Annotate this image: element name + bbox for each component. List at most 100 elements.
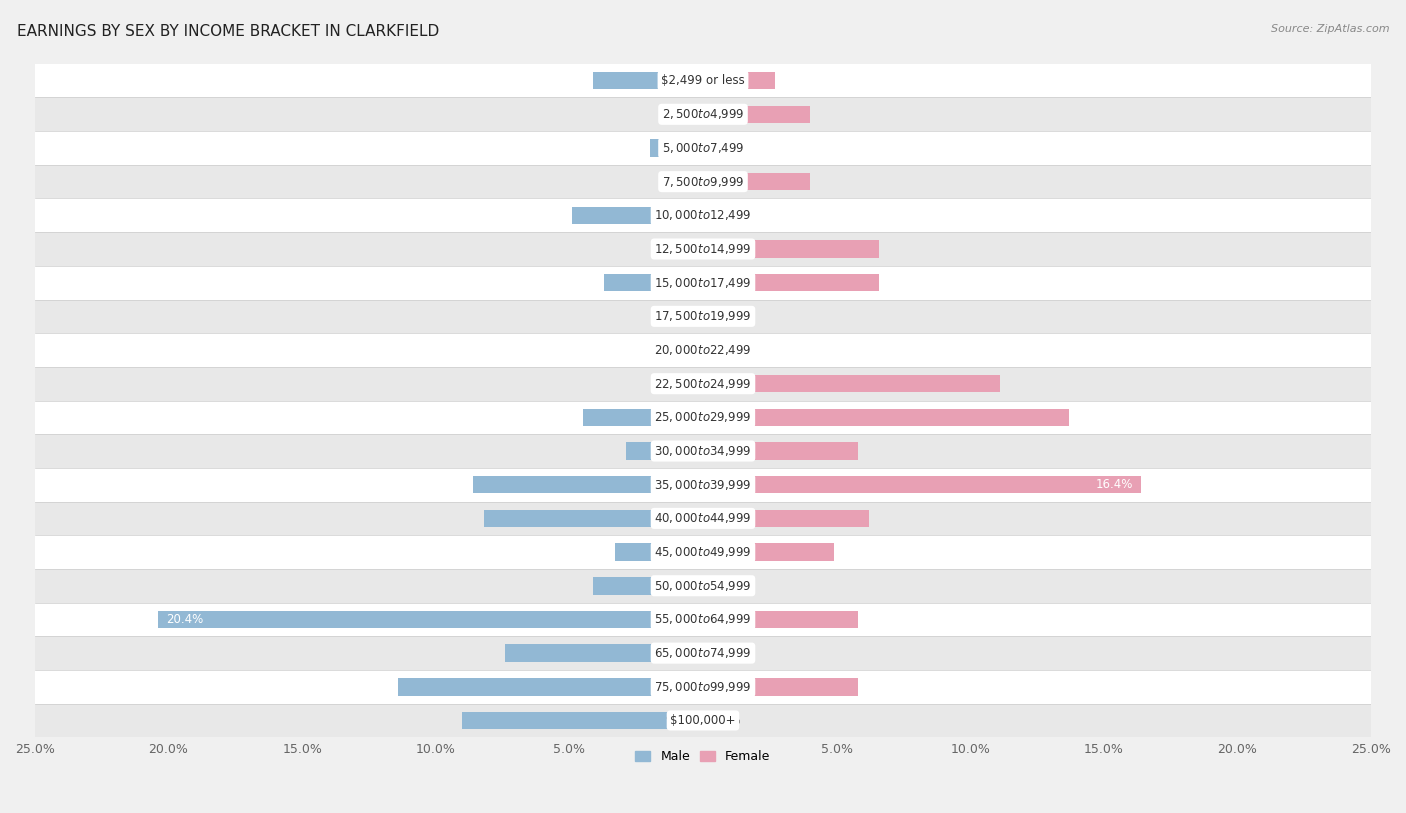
Bar xyxy=(35,299,1371,333)
Bar xyxy=(35,198,1371,233)
Text: 1.3%: 1.3% xyxy=(711,141,741,154)
Bar xyxy=(703,577,751,594)
Bar xyxy=(703,510,869,527)
Bar xyxy=(703,207,727,224)
Bar xyxy=(35,602,1371,637)
Bar xyxy=(703,274,879,291)
Bar xyxy=(157,611,703,628)
Text: 7.4%: 7.4% xyxy=(665,646,695,659)
Text: 2.0%: 2.0% xyxy=(665,141,695,154)
Bar xyxy=(626,442,703,460)
Bar xyxy=(474,476,703,493)
Bar xyxy=(703,72,775,89)
Text: 1.6%: 1.6% xyxy=(665,242,695,255)
Text: $20,000 to $22,499: $20,000 to $22,499 xyxy=(654,343,752,357)
Bar xyxy=(661,106,703,123)
Bar xyxy=(35,502,1371,535)
Text: 1.6%: 1.6% xyxy=(665,108,695,121)
Bar xyxy=(703,375,1000,393)
Text: 4.5%: 4.5% xyxy=(665,411,695,424)
Bar xyxy=(703,409,1069,426)
Bar xyxy=(35,266,1371,299)
Bar xyxy=(35,63,1371,98)
Text: $2,499 or less: $2,499 or less xyxy=(661,74,745,87)
Text: 2.9%: 2.9% xyxy=(665,445,695,458)
Text: $75,000 to $99,999: $75,000 to $99,999 xyxy=(654,680,752,693)
Text: 4.9%: 4.9% xyxy=(711,546,741,559)
Text: $5,000 to $7,499: $5,000 to $7,499 xyxy=(662,141,744,155)
Text: 0.88%: 0.88% xyxy=(711,209,748,222)
Text: 5.8%: 5.8% xyxy=(711,613,741,626)
Bar xyxy=(703,476,1142,493)
Bar xyxy=(605,274,703,291)
Text: 0.0%: 0.0% xyxy=(665,310,695,323)
Text: $45,000 to $49,999: $45,000 to $49,999 xyxy=(654,545,752,559)
Bar xyxy=(703,341,738,359)
Bar xyxy=(703,106,810,123)
Bar xyxy=(35,131,1371,165)
Text: 4.1%: 4.1% xyxy=(665,579,695,592)
Bar xyxy=(650,139,703,157)
Bar xyxy=(463,711,703,729)
Text: 1.2%: 1.2% xyxy=(665,175,695,188)
Bar xyxy=(572,207,703,224)
Bar xyxy=(593,72,703,89)
Text: 11.1%: 11.1% xyxy=(711,377,748,390)
Text: 4.0%: 4.0% xyxy=(711,108,741,121)
Bar xyxy=(484,510,703,527)
Text: 1.3%: 1.3% xyxy=(711,646,741,659)
Bar xyxy=(671,173,703,190)
Text: EARNINGS BY SEX BY INCOME BRACKET IN CLARKFIELD: EARNINGS BY SEX BY INCOME BRACKET IN CLA… xyxy=(17,24,439,39)
Bar xyxy=(35,703,1371,737)
Bar xyxy=(703,678,858,696)
Text: 13.7%: 13.7% xyxy=(711,411,748,424)
Bar xyxy=(35,670,1371,703)
Text: Source: ZipAtlas.com: Source: ZipAtlas.com xyxy=(1271,24,1389,34)
Text: 5.8%: 5.8% xyxy=(711,680,741,693)
Text: 6.6%: 6.6% xyxy=(711,242,741,255)
Text: $17,500 to $19,999: $17,500 to $19,999 xyxy=(654,310,752,324)
Bar xyxy=(35,637,1371,670)
Text: $40,000 to $44,999: $40,000 to $44,999 xyxy=(654,511,752,525)
Bar xyxy=(671,341,703,359)
Text: 3.3%: 3.3% xyxy=(665,546,695,559)
Text: 5.8%: 5.8% xyxy=(711,445,741,458)
Text: $65,000 to $74,999: $65,000 to $74,999 xyxy=(654,646,752,660)
Text: $22,500 to $24,999: $22,500 to $24,999 xyxy=(654,376,752,391)
Text: 3.7%: 3.7% xyxy=(665,276,695,289)
Text: 4.9%: 4.9% xyxy=(665,209,695,222)
Text: 0.0%: 0.0% xyxy=(711,714,741,727)
Text: 4.1%: 4.1% xyxy=(665,74,695,87)
Bar xyxy=(661,241,703,258)
Text: $55,000 to $64,999: $55,000 to $64,999 xyxy=(654,612,752,627)
Bar xyxy=(35,98,1371,131)
Bar xyxy=(35,569,1371,602)
Text: 0.0%: 0.0% xyxy=(711,310,741,323)
Text: 4.0%: 4.0% xyxy=(711,175,741,188)
Bar xyxy=(35,165,1371,198)
Bar xyxy=(35,434,1371,468)
Legend: Male, Female: Male, Female xyxy=(630,745,776,768)
Text: $7,500 to $9,999: $7,500 to $9,999 xyxy=(662,175,744,189)
Bar xyxy=(35,468,1371,502)
Text: 16.4%: 16.4% xyxy=(1095,478,1133,491)
Bar xyxy=(398,678,703,696)
Text: $25,000 to $29,999: $25,000 to $29,999 xyxy=(654,411,752,424)
Text: 0.0%: 0.0% xyxy=(665,377,695,390)
Bar xyxy=(505,645,703,662)
Bar xyxy=(703,645,738,662)
Bar xyxy=(35,367,1371,401)
Text: 6.2%: 6.2% xyxy=(711,512,741,525)
Bar xyxy=(703,173,810,190)
Text: 9.0%: 9.0% xyxy=(665,714,695,727)
Bar xyxy=(35,535,1371,569)
Text: $2,500 to $4,999: $2,500 to $4,999 xyxy=(662,107,744,121)
Text: $35,000 to $39,999: $35,000 to $39,999 xyxy=(654,478,752,492)
Text: $15,000 to $17,499: $15,000 to $17,499 xyxy=(654,276,752,289)
Text: 2.7%: 2.7% xyxy=(711,74,741,87)
Text: 8.6%: 8.6% xyxy=(665,478,695,491)
Text: 8.2%: 8.2% xyxy=(665,512,695,525)
Text: $12,500 to $14,999: $12,500 to $14,999 xyxy=(654,242,752,256)
Text: $100,000+: $100,000+ xyxy=(671,714,735,727)
Text: 11.4%: 11.4% xyxy=(658,680,695,693)
